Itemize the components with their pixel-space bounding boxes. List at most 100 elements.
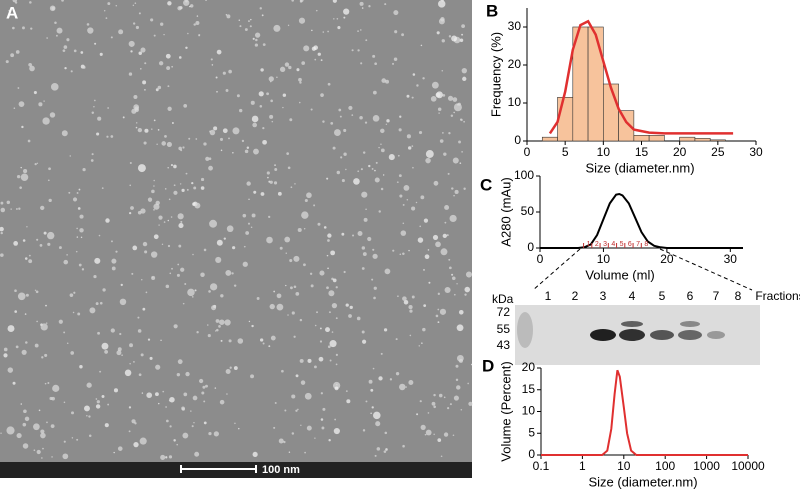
particle: [374, 177, 380, 183]
particle: [395, 372, 400, 376]
particle: [415, 201, 418, 204]
particle: [402, 222, 405, 225]
particle: [104, 10, 106, 12]
particle: [246, 146, 250, 149]
particle: [438, 112, 440, 114]
particle: [63, 331, 66, 334]
particle: [107, 403, 110, 406]
particle: [166, 141, 172, 148]
particle: [409, 334, 412, 337]
particle: [225, 368, 231, 374]
particle: [274, 164, 276, 166]
particle: [373, 296, 376, 300]
particle: [247, 222, 251, 225]
particle: [334, 386, 339, 391]
particle: [318, 356, 324, 362]
particle: [262, 43, 266, 47]
particle: [320, 93, 324, 97]
particle: [72, 311, 75, 314]
particle: [364, 121, 368, 124]
particle: [405, 386, 407, 388]
particle: [345, 303, 349, 307]
particle: [268, 345, 271, 348]
lane-label: 2: [572, 289, 579, 303]
particle: [372, 253, 378, 259]
particle: [317, 52, 321, 56]
particle: [444, 204, 450, 210]
particle: [25, 341, 28, 344]
particle: [316, 311, 318, 314]
particle: [399, 115, 402, 118]
particle: [187, 32, 189, 35]
particle: [301, 61, 306, 65]
particle: [291, 0, 294, 2]
particle: [273, 181, 278, 185]
particle: [304, 451, 306, 454]
x-tick-label: 20: [673, 145, 687, 159]
particle: [299, 358, 304, 363]
particle: [150, 251, 158, 258]
particle: [336, 17, 339, 20]
particle: [329, 359, 332, 362]
particle: [254, 43, 258, 47]
particle: [194, 451, 200, 457]
particle: [160, 339, 162, 342]
particle: [48, 198, 52, 203]
x-tick-label: 1: [579, 459, 586, 473]
particle: [180, 220, 183, 223]
particle: [115, 5, 118, 7]
particle: [349, 305, 353, 310]
particle: [290, 286, 293, 290]
particle: [374, 169, 376, 172]
particle: [335, 317, 338, 320]
particle: [137, 127, 143, 133]
particle: [306, 192, 312, 199]
particle: [314, 58, 317, 61]
particle: [455, 378, 459, 382]
fraction-label: 3: [603, 241, 607, 248]
particle: [18, 101, 25, 108]
particle: [42, 447, 44, 450]
particle: [7, 367, 14, 373]
particle: [119, 332, 122, 336]
particle: [47, 382, 50, 385]
y-axis-label: Frequency (%): [488, 32, 503, 117]
particle: [449, 214, 457, 223]
particle: [97, 116, 102, 121]
particle: [255, 38, 258, 42]
particle: [89, 307, 96, 314]
particle: [383, 328, 388, 332]
particle: [47, 242, 51, 246]
particle: [321, 426, 325, 430]
particle: [69, 155, 72, 157]
particle: [409, 309, 413, 313]
particle: [198, 378, 204, 384]
particle: [82, 168, 86, 172]
particle: [371, 406, 374, 409]
particle: [285, 252, 288, 255]
particle: [137, 329, 142, 333]
particle: [105, 17, 108, 19]
particle: [220, 149, 223, 152]
particle: [392, 249, 395, 252]
particle: [44, 382, 47, 385]
particle: [314, 365, 317, 369]
y-tick-label: 50: [521, 204, 535, 218]
particle: [458, 358, 463, 363]
particle: [319, 270, 325, 276]
y-tick-label: 0: [528, 447, 535, 461]
particle: [46, 37, 48, 39]
particle: [300, 424, 302, 426]
curve: [541, 369, 748, 456]
particle: [201, 391, 205, 395]
band: [680, 321, 700, 327]
particle: [251, 324, 254, 328]
particle: [22, 443, 29, 449]
particle: [156, 143, 158, 145]
particle: [335, 286, 338, 289]
particle: [452, 157, 459, 164]
particle: [77, 312, 81, 316]
particle: [138, 373, 142, 377]
particle: [435, 241, 441, 248]
particle: [448, 258, 451, 261]
